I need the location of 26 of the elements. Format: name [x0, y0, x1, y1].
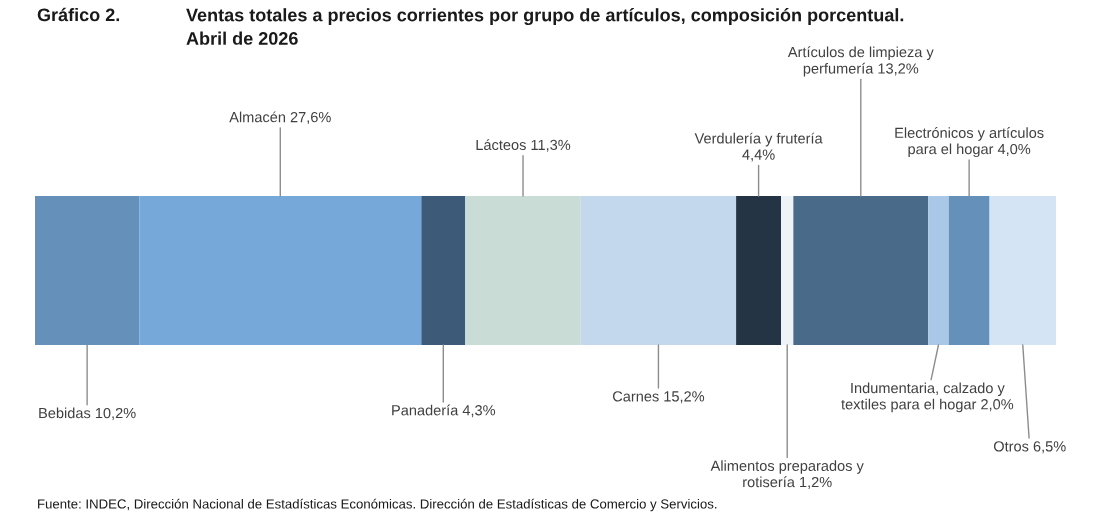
bar [421, 196, 466, 345]
text: Electrónicos y artículos para el hogar 4,0% [895, 127, 1044, 158]
bar [989, 196, 1056, 345]
text: Verdulería y frutería [694, 132, 823, 147]
bar [465, 196, 581, 345]
text: Carnes 15,2% [612, 391, 705, 404]
text: Bebidas 10,2% [39, 407, 136, 420]
text: Alimentos preparados y rotisería 1,2% [710, 460, 864, 489]
bar [139, 196, 422, 345]
bar [35, 196, 140, 345]
bar [781, 196, 794, 345]
text: Lácteos 11,3% [476, 139, 571, 152]
text: Otros 6,5% [993, 441, 1066, 454]
text: Panadería 4,3% [392, 404, 496, 418]
bar [580, 196, 737, 345]
chart-title: Ventas totales a precios corrientes por grupo de artículos, composición porcentual. Abril de 2026 [186, 8, 904, 45]
text: Indumentaria, calzado y textiles para el hogar 2,0% [841, 382, 1014, 413]
bar [928, 196, 949, 345]
bar [736, 196, 782, 345]
bar [948, 196, 990, 345]
text: Gráfico 2. [37, 7, 120, 22]
data-label: 4,4% [742, 149, 775, 162]
text: Artículos de limpieza y perfumería 13,2% [787, 46, 934, 77]
bar [793, 196, 929, 345]
source-note: Fuente: INDEC, Dirección Nacional de Estadísticas Económicas. Dirección de Estadísticas de Comercio y Servicios. [38, 498, 717, 512]
text: Almacén 27,6% [229, 111, 331, 125]
